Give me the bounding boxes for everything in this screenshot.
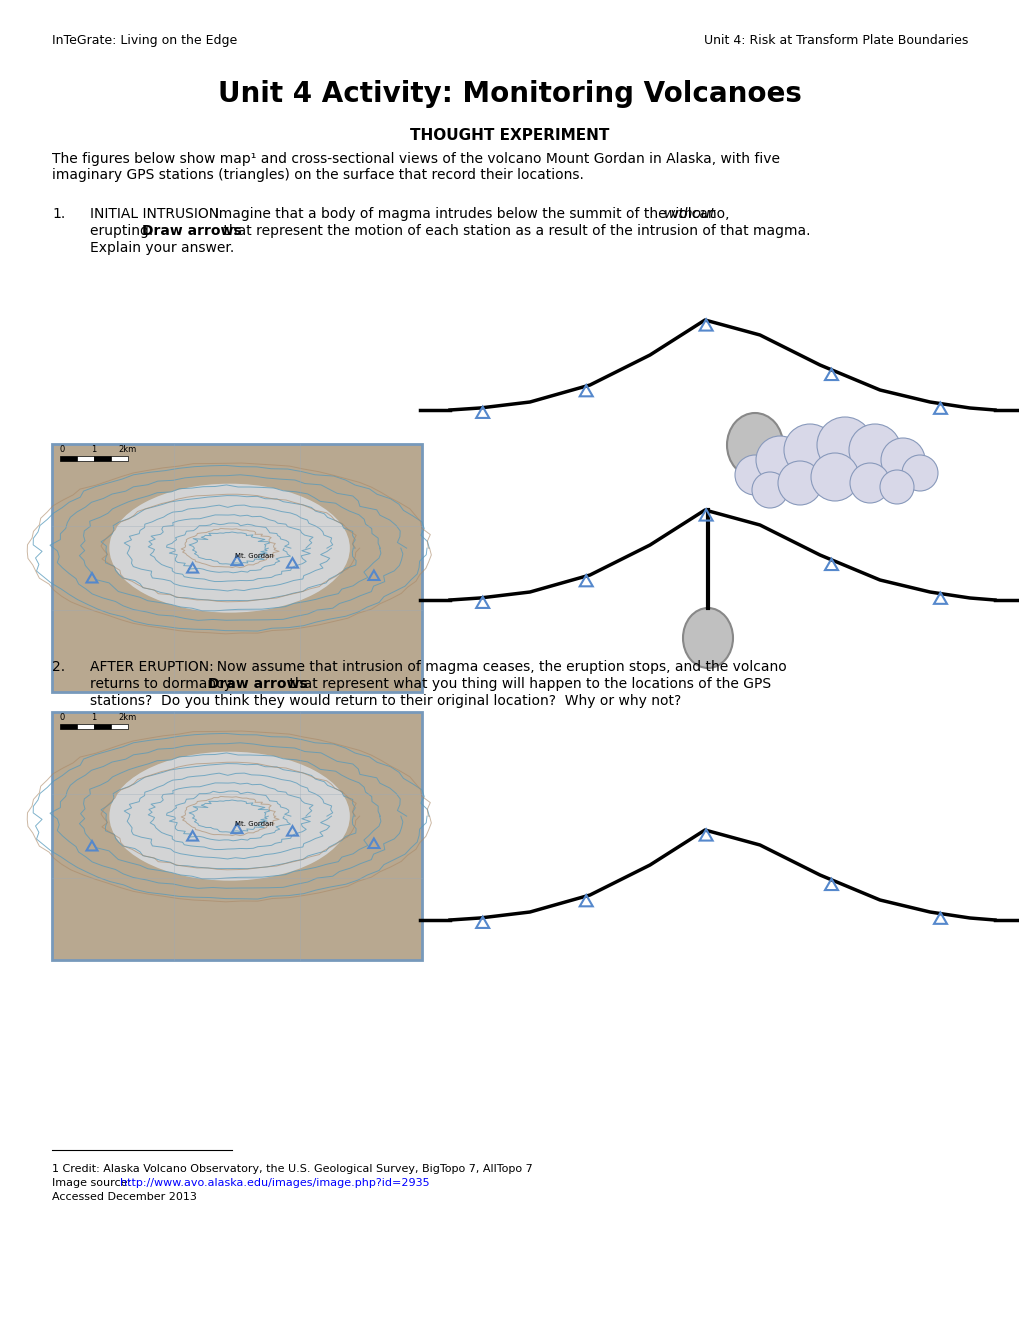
Circle shape [784, 424, 836, 477]
Ellipse shape [109, 751, 350, 880]
Circle shape [755, 436, 803, 484]
Ellipse shape [109, 483, 350, 612]
Bar [94, 723, 111, 729]
Text: Mt. Gordan: Mt. Gordan [234, 553, 273, 560]
Text: AFTER ERUPTION:: AFTER ERUPTION: [90, 660, 214, 675]
Ellipse shape [727, 413, 783, 477]
Text: Explain your answer.: Explain your answer. [90, 242, 234, 255]
Text: InTeGrate: Living on the Edge: InTeGrate: Living on the Edge [52, 34, 237, 48]
Circle shape [879, 470, 913, 504]
Text: erupting.: erupting. [90, 224, 158, 238]
Text: Mt. Gordan: Mt. Gordan [234, 821, 273, 828]
Circle shape [810, 453, 858, 502]
Text: Draw arrows: Draw arrows [142, 224, 242, 238]
Bar [52, 444, 422, 692]
Ellipse shape [683, 609, 733, 668]
Text: 2km: 2km [119, 445, 137, 454]
Text: 0: 0 [60, 713, 65, 722]
Circle shape [848, 424, 900, 477]
Circle shape [849, 463, 890, 503]
Text: Draw arrows: Draw arrows [208, 677, 308, 690]
Bar [111, 455, 127, 461]
Circle shape [880, 438, 924, 482]
Text: 1: 1 [92, 713, 97, 722]
Circle shape [751, 473, 788, 508]
Text: Imagine that a body of magma intrudes below the summit of the volcano,: Imagine that a body of magma intrudes be… [206, 207, 733, 220]
Text: 2km: 2km [119, 713, 137, 722]
Bar [76, 455, 94, 461]
Text: returns to dormancy.: returns to dormancy. [90, 677, 243, 690]
Text: 1 Credit: Alaska Volcano Observatory, the U.S. Geological Survey, BigTopo 7, All: 1 Credit: Alaska Volcano Observatory, th… [52, 1164, 532, 1173]
Text: http://www.avo.alaska.edu/images/image.php?id=2935: http://www.avo.alaska.edu/images/image.p… [120, 1177, 429, 1188]
Circle shape [816, 417, 872, 473]
Text: without: without [663, 207, 715, 220]
Text: 0: 0 [60, 445, 65, 454]
Bar [111, 723, 127, 729]
Bar [76, 723, 94, 729]
Text: The figures below show map¹ and cross-sectional views of the volcano Mount Gorda: The figures below show map¹ and cross-se… [52, 152, 780, 166]
Text: Now assume that intrusion of magma ceases, the eruption stops, and the volcano: Now assume that intrusion of magma cease… [208, 660, 786, 675]
Text: Unit 4 Activity: Monitoring Volcanoes: Unit 4 Activity: Monitoring Volcanoes [218, 81, 801, 108]
Circle shape [901, 455, 937, 491]
Circle shape [735, 455, 774, 495]
Bar [60, 455, 76, 461]
Text: Accessed December 2013: Accessed December 2013 [52, 1192, 197, 1203]
Bar [94, 455, 111, 461]
Text: 1.: 1. [52, 207, 65, 220]
Text: imaginary GPS stations (triangles) on the surface that record their locations.: imaginary GPS stations (triangles) on th… [52, 168, 583, 182]
Bar [60, 723, 76, 729]
Text: Image source:: Image source: [52, 1177, 135, 1188]
Circle shape [777, 461, 821, 506]
Text: that represent the motion of each station as a result of the intrusion of that m: that represent the motion of each statio… [219, 224, 810, 238]
Text: that represent what you thing will happen to the locations of the GPS: that represent what you thing will happe… [284, 677, 770, 690]
Text: THOUGHT EXPERIMENT: THOUGHT EXPERIMENT [410, 128, 609, 143]
Text: stations?  Do you think they would return to their original location?  Why or wh: stations? Do you think they would return… [90, 694, 681, 708]
Text: INITIAL INTRUSION: INITIAL INTRUSION [90, 207, 219, 220]
Bar [52, 711, 422, 960]
Text: 2.: 2. [52, 660, 65, 675]
Text: Unit 4: Risk at Transform Plate Boundaries: Unit 4: Risk at Transform Plate Boundari… [703, 34, 967, 48]
Text: 1: 1 [92, 445, 97, 454]
